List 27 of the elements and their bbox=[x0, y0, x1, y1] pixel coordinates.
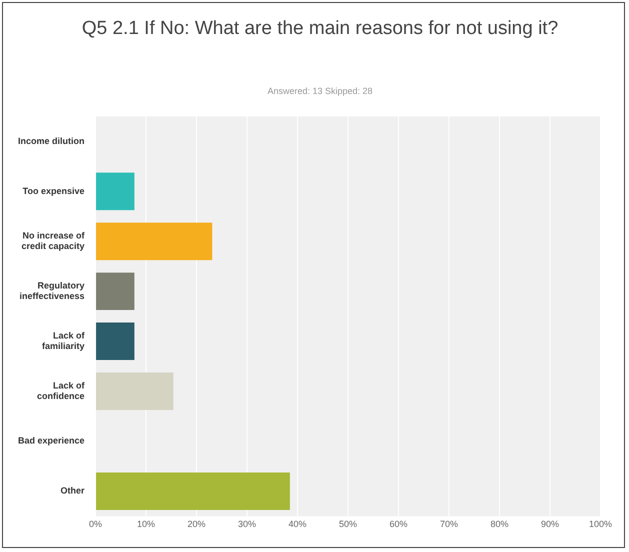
x-tick-label: 30% bbox=[238, 519, 256, 530]
y-tick-label: No increase of credit capacity bbox=[22, 230, 86, 252]
x-tick-label: 100% bbox=[588, 519, 612, 530]
y-tick-label: Lack of familiarity bbox=[42, 330, 86, 352]
chart-title: Q5 2.1 If No: What are the main reasons for not using it? bbox=[80, 17, 560, 41]
bar bbox=[96, 222, 212, 260]
x-tick-label: 50% bbox=[339, 519, 358, 530]
y-tick-label: Regulatory ineffectiveness bbox=[20, 280, 85, 302]
y-tick-label: Too expensive bbox=[22, 186, 85, 196]
x-tick-label: 80% bbox=[490, 519, 509, 530]
y-tick-label: Other bbox=[60, 486, 86, 496]
x-tick-label: 20% bbox=[188, 519, 206, 530]
bar bbox=[96, 272, 134, 310]
y-tick-label: Bad experience bbox=[18, 436, 85, 446]
bar bbox=[96, 322, 134, 360]
x-tick-label: 0% bbox=[89, 519, 102, 530]
y-tick-label: Lack of confidence bbox=[37, 380, 86, 402]
bar bbox=[96, 372, 174, 410]
y-tick-label: Income dilution bbox=[18, 136, 85, 146]
x-tick-label: 70% bbox=[440, 519, 458, 530]
x-tick-label: 10% bbox=[137, 519, 156, 530]
x-tick-label: 40% bbox=[288, 519, 307, 530]
bar bbox=[96, 472, 290, 510]
bar bbox=[96, 172, 134, 210]
chart-subtitle: Answered: 13 Skipped: 28 bbox=[266, 86, 374, 96]
x-tick-label: 60% bbox=[390, 519, 408, 530]
x-tick-label: 90% bbox=[540, 519, 560, 530]
